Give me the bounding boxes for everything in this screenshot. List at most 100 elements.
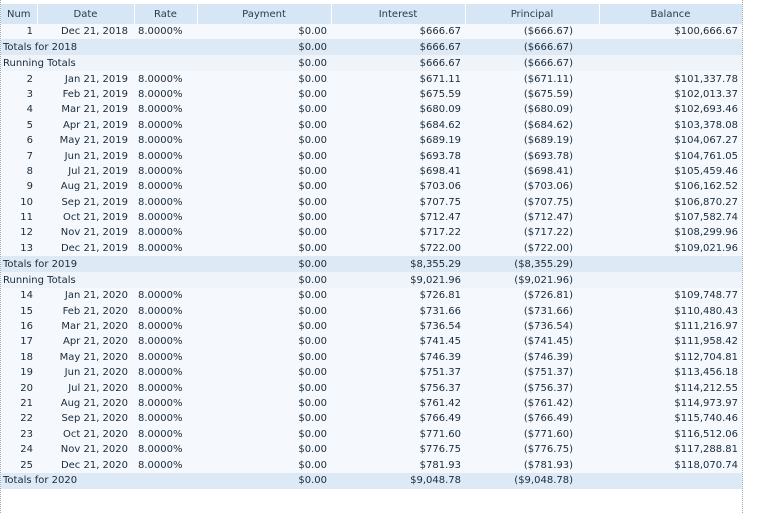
cell-num: 13 (1, 240, 37, 257)
column-header-balance[interactable]: Balance (599, 4, 742, 24)
cell-interest: $731.66 (331, 303, 465, 319)
cell-principal: ($703.06) (465, 179, 599, 195)
table-row[interactable]: 19 Jun 21, 2020 8.0000% $0.00 $751.37 ($751.3… (1, 365, 742, 381)
cell-payment: $0.00 (197, 24, 331, 40)
cell-date: Dec 21, 2018 (37, 24, 134, 40)
table-row[interactable]: 13 Dec 21, 2019 8.0000% $0.00 $722.00 ($722.0… (1, 240, 742, 257)
table-row[interactable]: 24 Nov 21, 2020 8.0000% $0.00 $776.75 ($776.7… (1, 441, 742, 458)
year-totals-row[interactable]: Totals for 2020 $0.00 $9,048.78 ($9,048.78) (1, 472, 742, 489)
cell-interest: $741.45 (331, 334, 465, 350)
cell-payment: $0.00 (197, 132, 331, 149)
table-row[interactable]: 20 Jul 21, 2020 8.0000% $0.00 $756.37 ($756.3… (1, 380, 742, 396)
table-row[interactable]: 6 May 21, 2019 8.0000% $0.00 $689.19 ($689.19… (1, 132, 742, 149)
cell-balance: $102,013.37 (599, 86, 742, 103)
cell-payment: $0.00 (197, 209, 331, 226)
running-totals-row[interactable]: Running Totals $0.00 $9,021.96 ($9,021.96) (1, 272, 742, 289)
running-totals-row[interactable]: Running Totals $0.00 $666.67 ($666.67) (1, 55, 742, 72)
cell-balance: $109,748.77 (599, 288, 742, 304)
cell-rate: 8.0000% (134, 411, 197, 427)
column-header-interest[interactable]: Interest (331, 4, 466, 24)
cell-num: 24 (1, 441, 37, 458)
column-header-num[interactable]: Num (1, 4, 38, 24)
column-header-rate[interactable]: Rate (134, 4, 198, 24)
cell-rate: 8.0000% (134, 179, 197, 195)
table-row[interactable]: 3 Feb 21, 2019 8.0000% $0.00 $675.59 ($675.59… (1, 86, 742, 103)
table-row[interactable]: 16 Mar 21, 2020 8.0000% $0.00 $736.54 ($736.5… (1, 318, 742, 335)
table-row[interactable]: 7 Jun 21, 2019 8.0000% $0.00 $693.78 ($693.78… (1, 148, 742, 164)
totals-label: Totals for 2020 (1, 472, 197, 489)
column-header-principal[interactable]: Principal (465, 4, 600, 24)
cell-num: 7 (1, 148, 37, 164)
cell-payment: $0.00 (197, 365, 331, 381)
cell-interest: $666.67 (331, 39, 465, 56)
cell-payment: $0.00 (197, 472, 331, 489)
cell-date: Dec 21, 2020 (37, 457, 134, 473)
table-row[interactable]: 23 Oct 21, 2020 8.0000% $0.00 $771.60 ($771.6… (1, 426, 742, 442)
cell-date: Mar 21, 2020 (37, 318, 134, 335)
cell-interest: $8,355.29 (331, 256, 465, 273)
table-row[interactable]: 22 Sep 21, 2020 8.0000% $0.00 $766.49 ($766.4… (1, 411, 742, 427)
cell-num: 6 (1, 132, 37, 149)
cell-num: 11 (1, 209, 37, 226)
table-row[interactable]: 15 Feb 21, 2020 8.0000% $0.00 $731.66 ($731.6… (1, 303, 742, 319)
cell-date: Oct 21, 2019 (37, 209, 134, 226)
cell-num: 2 (1, 71, 37, 87)
cell-payment: $0.00 (197, 194, 331, 210)
cell-interest: $751.37 (331, 365, 465, 381)
cell-balance: $111,958.42 (599, 334, 742, 350)
cell-interest: $712.47 (331, 209, 465, 226)
cell-rate: 8.0000% (134, 132, 197, 149)
cell-principal: ($776.75) (465, 441, 599, 458)
table-row[interactable]: 11 Oct 21, 2019 8.0000% $0.00 $712.47 ($712.4… (1, 209, 742, 226)
cell-principal: ($671.11) (465, 71, 599, 87)
table-row[interactable]: 1 Dec 21, 2018 8.0000% $0.00 $666.67 ($666.67… (1, 24, 742, 40)
cell-payment: $0.00 (197, 334, 331, 350)
cell-num: 16 (1, 318, 37, 335)
cell-payment: $0.00 (197, 163, 331, 180)
cell-num: 5 (1, 117, 37, 133)
table-row[interactable]: 9 Aug 21, 2019 8.0000% $0.00 $703.06 ($703.06… (1, 179, 742, 195)
running-totals-label: Running Totals (1, 272, 197, 289)
table-row[interactable]: 21 Aug 21, 2020 8.0000% $0.00 $761.42 ($761.4… (1, 395, 742, 412)
cell-balance: $111,216.97 (599, 318, 742, 335)
column-header-date[interactable]: Date (37, 4, 135, 24)
cell-payment: $0.00 (197, 102, 331, 118)
cell-interest: $9,021.96 (331, 272, 465, 289)
cell-principal: ($666.67) (465, 55, 599, 72)
cell-date: Oct 21, 2020 (37, 426, 134, 442)
table-row[interactable]: 5 Apr 21, 2019 8.0000% $0.00 $684.62 ($684.62… (1, 117, 742, 133)
year-totals-row[interactable]: Totals for 2018 $0.00 $666.67 ($666.67) (1, 39, 742, 56)
cell-principal: ($9,048.78) (465, 472, 599, 489)
table-row[interactable]: 8 Jul 21, 2019 8.0000% $0.00 $698.41 ($698.41… (1, 163, 742, 180)
table-row[interactable]: 18 May 21, 2020 8.0000% $0.00 $746.39 ($746.3… (1, 349, 742, 366)
cell-principal: ($717.22) (465, 225, 599, 241)
cell-balance (599, 256, 742, 273)
cell-interest: $756.37 (331, 380, 465, 396)
cell-rate: 8.0000% (134, 288, 197, 304)
column-header-payment[interactable]: Payment (197, 4, 332, 24)
cell-date: Feb 21, 2020 (37, 303, 134, 319)
cell-principal: ($766.49) (465, 411, 599, 427)
cell-principal: ($8,355.29) (465, 256, 599, 273)
cell-balance: $101,337.78 (599, 71, 742, 87)
cell-interest: $736.54 (331, 318, 465, 335)
cell-balance: $110,480.43 (599, 303, 742, 319)
table-row[interactable]: 10 Sep 21, 2019 8.0000% $0.00 $707.75 ($707.7… (1, 194, 742, 210)
cell-num: 3 (1, 86, 37, 103)
table-row[interactable]: 17 Apr 21, 2020 8.0000% $0.00 $741.45 ($741.4… (1, 334, 742, 350)
cell-rate: 8.0000% (134, 303, 197, 319)
cell-interest: $703.06 (331, 179, 465, 195)
cell-rate: 8.0000% (134, 457, 197, 473)
cell-balance: $105,459.46 (599, 163, 742, 180)
year-totals-row[interactable]: Totals for 2019 $0.00 $8,355.29 ($8,355.29) (1, 256, 742, 273)
cell-balance: $107,582.74 (599, 209, 742, 226)
cell-date: Jun 21, 2020 (37, 365, 134, 381)
cell-balance: $100,666.67 (599, 24, 742, 40)
table-row[interactable]: 14 Jan 21, 2020 8.0000% $0.00 $726.81 ($726.8… (1, 288, 742, 304)
table-row[interactable]: 2 Jan 21, 2019 8.0000% $0.00 $671.11 ($671.11… (1, 71, 742, 87)
cell-balance: $117,288.81 (599, 441, 742, 458)
cell-date: Nov 21, 2019 (37, 225, 134, 241)
table-row[interactable]: 12 Nov 21, 2019 8.0000% $0.00 $717.22 ($717.2… (1, 225, 742, 241)
table-row[interactable]: 25 Dec 21, 2020 8.0000% $0.00 $781.93 ($781.9… (1, 457, 742, 473)
table-row[interactable]: 4 Mar 21, 2019 8.0000% $0.00 $680.09 ($680.09… (1, 102, 742, 118)
